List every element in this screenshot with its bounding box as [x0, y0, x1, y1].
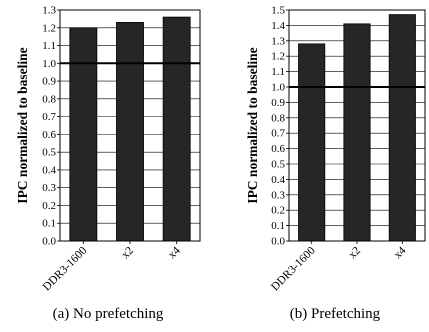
y-tick-label: 0.6 [42, 129, 56, 141]
y-tick-label: 0.8 [42, 93, 56, 105]
y-tick-label: 0.6 [271, 143, 285, 155]
y-tick-label: 0.1 [42, 218, 56, 230]
plot-frame [288, 9, 426, 242]
y-tick-label: 0.5 [42, 147, 56, 159]
bar-x4 [388, 14, 416, 242]
y-axis-label: IPC normalized to baseline [15, 47, 30, 203]
chart-panel-2: 0.0 0.1 0.2 0.3 0.4 0.5 0.6 0.7 0.8 0.9 1.0 1.1 1.2 1… [245, 5, 426, 322]
y-tick-label: 1.2 [42, 22, 56, 34]
y-tick-label: 1.3 [271, 35, 285, 47]
y-tick-label: 0.0 [42, 236, 56, 248]
y-tick-label: 1.3 [42, 5, 56, 17]
y-tick-label: 0.9 [42, 76, 56, 88]
y-tick-label: 1.0 [271, 82, 285, 94]
x-tick-label: x4 [166, 244, 183, 261]
panel-caption: (b) Prefetching [290, 306, 381, 322]
plot-frame [59, 9, 201, 242]
y-tick-label: 1.2 [271, 51, 285, 63]
y-tick-label: 0.3 [42, 182, 56, 194]
y-tick-label: 0.7 [271, 128, 285, 140]
bar-x2 [343, 23, 371, 242]
panel-caption: (a) No prefetching [53, 306, 164, 322]
x-tick-label: x2 [120, 244, 137, 261]
y-tick-label: 1.1 [42, 40, 56, 52]
y-axis-label: IPC normalized to baseline [245, 47, 260, 203]
y-tick-label: 1.0 [42, 58, 56, 70]
y-tick-label: 0.1 [271, 220, 285, 232]
y-tick-label: 0.2 [42, 200, 56, 212]
x-tick-label: DDR3-1600 [41, 244, 90, 293]
y-tick-label: 0.7 [42, 111, 56, 123]
x-tick-label: x2 [347, 244, 364, 261]
y-tick-label: 0.8 [271, 112, 285, 124]
y-tick-label: 0.9 [271, 97, 285, 109]
y-tick-label: 1.1 [271, 66, 285, 78]
y-tick-label: 0.3 [271, 189, 285, 201]
bar-x4 [162, 16, 191, 242]
bar-x2 [116, 22, 144, 242]
y-tick-label: 0.4 [271, 174, 285, 186]
y-tick-label: 0.0 [271, 236, 285, 248]
y-tick-label: 1.4 [271, 20, 285, 32]
bar-ddr3-1600 [298, 43, 326, 242]
y-tick-label: 0.4 [42, 164, 56, 176]
y-tick-label: 0.2 [271, 205, 285, 217]
chart-panel-1: 0.0 0.1 0.2 0.3 0.4 0.5 0.6 0.7 0.8 0.9 1.0 1.1 1.2 1… [15, 5, 201, 322]
x-tick-label: x4 [392, 244, 409, 261]
y-tick-label: 1.5 [271, 5, 285, 17]
bar-ddr3-1600 [69, 27, 98, 242]
y-tick-label: 0.5 [271, 159, 285, 171]
x-tick-label: DDR3-1600 [269, 244, 318, 293]
